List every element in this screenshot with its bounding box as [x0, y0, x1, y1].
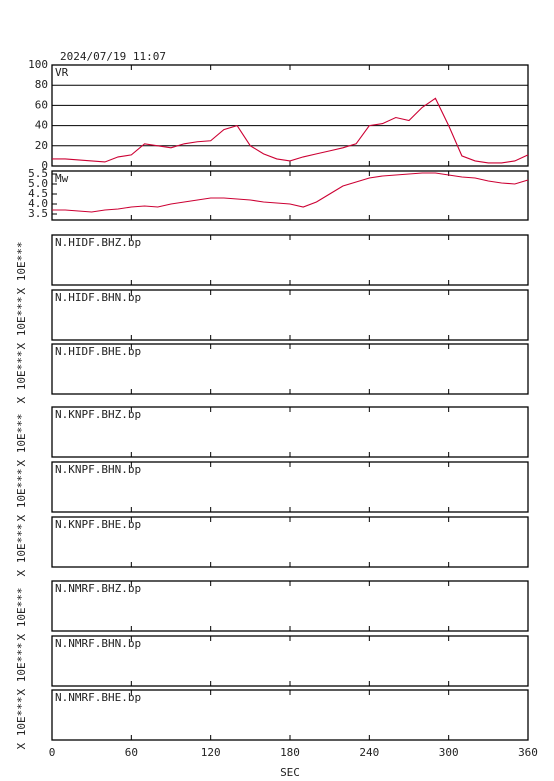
panel-label: VR: [55, 66, 69, 79]
panel-label: N.HIDF.BHZ.bp: [55, 236, 141, 249]
y-axis-label: X 10E***: [15, 643, 28, 696]
x-tick-label: 300: [439, 746, 459, 759]
panel-label: N.KNPF.BHZ.bp: [55, 408, 141, 421]
panel-label: N.NMRF.BHN.bp: [55, 637, 141, 650]
x-axis-label: SEC: [280, 766, 300, 779]
y-axis-label: X 10E***: [15, 697, 28, 750]
y-axis-label: X 10E***: [15, 588, 28, 641]
y-tick-label: 4.5: [28, 187, 48, 200]
panel-label: N.HIDF.BHE.bp: [55, 345, 141, 358]
y-tick-label: 5.5: [28, 167, 48, 180]
y-tick-label: 80: [35, 78, 48, 91]
y-axis-label: X 10E***: [15, 414, 28, 467]
panel-frame: [51, 64, 529, 167]
panel-label: N.KNPF.BHN.bp: [55, 463, 141, 476]
y-tick-label: 4.0: [28, 197, 48, 210]
x-tick-label: 120: [201, 746, 221, 759]
y-axis-label: X 10E***: [15, 242, 28, 295]
y-tick-label: 0: [41, 159, 48, 172]
y-axis-label: X 10E***: [15, 469, 28, 522]
data-line: [52, 172, 529, 213]
x-tick-label: 240: [359, 746, 379, 759]
panel-label: N.KNPF.BHE.bp: [55, 518, 141, 531]
y-tick-label: 60: [35, 98, 48, 111]
x-tick-label: 0: [49, 746, 56, 759]
chart-title: 2024/07/19 11:07: [60, 50, 166, 63]
panel-label: N.NMRF.BHE.bp: [55, 691, 141, 704]
y-tick-label: 20: [35, 139, 48, 152]
y-tick-label: 40: [35, 119, 48, 132]
x-tick-label: 360: [518, 746, 538, 759]
panel-frame: [51, 170, 529, 221]
y-tick-label: 5.0: [28, 177, 48, 190]
panel-label: Mw: [55, 172, 69, 185]
y-axis-label: X 10E***: [15, 524, 28, 577]
y-tick-label: 3.5: [28, 207, 48, 220]
panel-label: N.NMRF.BHZ.bp: [55, 582, 141, 595]
panel-label: N.HIDF.BHN.bp: [55, 291, 141, 304]
y-tick-label: 100: [28, 58, 48, 71]
x-tick-label: 60: [125, 746, 138, 759]
data-line: [52, 97, 529, 164]
x-tick-label: 180: [280, 746, 300, 759]
y-axis-label: X 10E***: [15, 297, 28, 350]
y-axis-label: X 10E***: [15, 351, 28, 404]
